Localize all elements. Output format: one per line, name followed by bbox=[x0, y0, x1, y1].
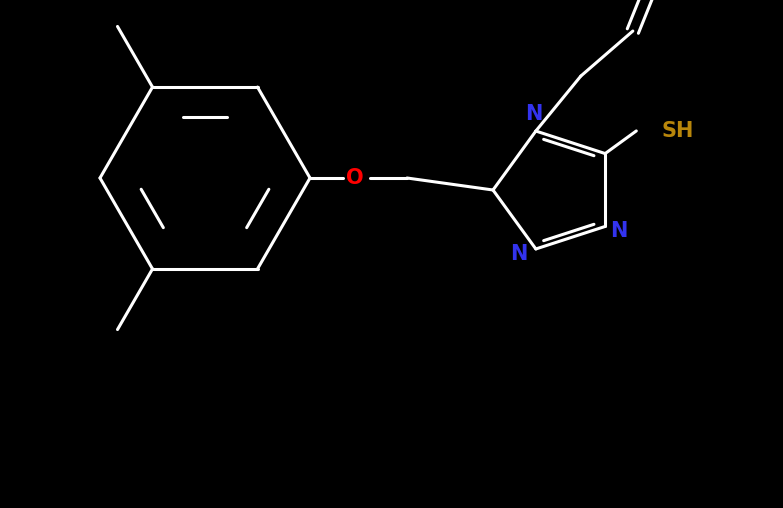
Text: SH: SH bbox=[662, 121, 694, 141]
Text: N: N bbox=[610, 221, 627, 241]
Text: N: N bbox=[511, 244, 528, 264]
Text: O: O bbox=[346, 168, 364, 188]
Text: N: N bbox=[525, 104, 543, 124]
